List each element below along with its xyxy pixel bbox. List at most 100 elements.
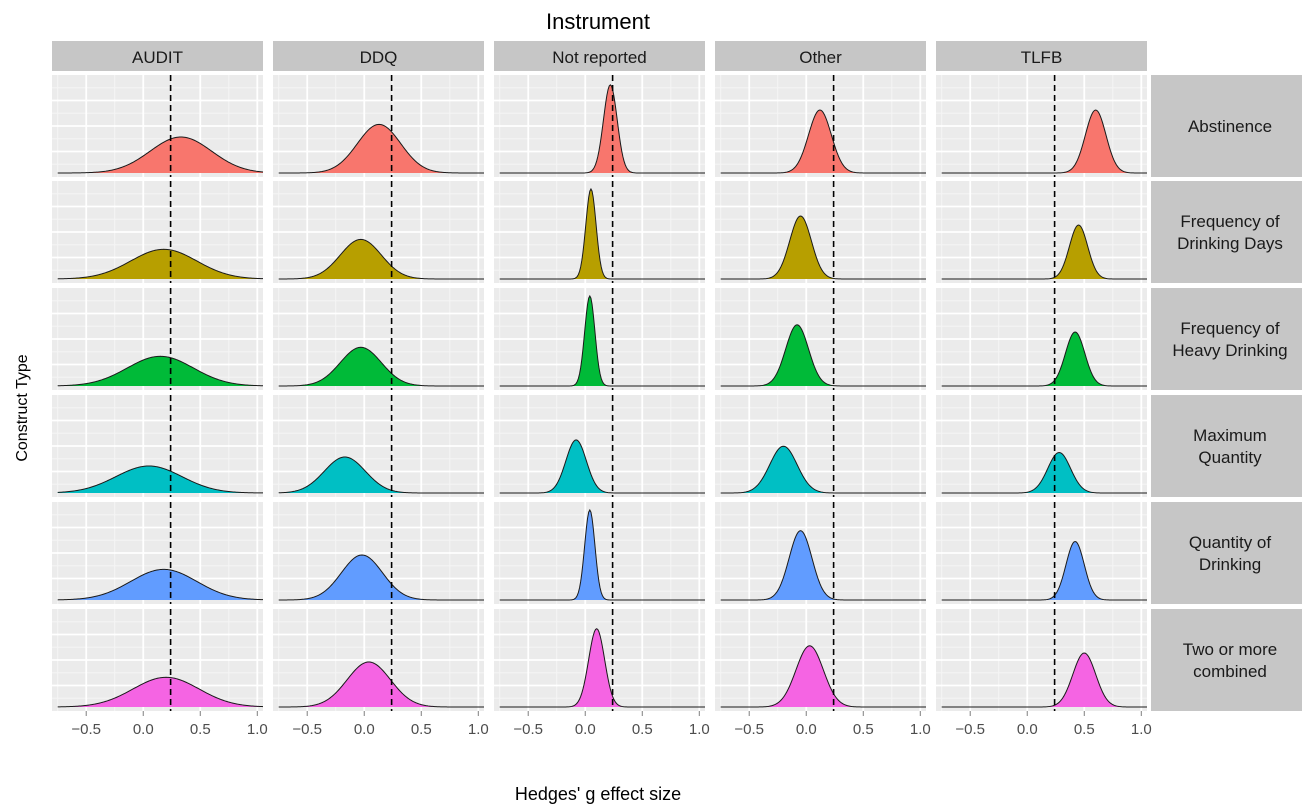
facet-panel [936, 609, 1147, 711]
instrument-label: TLFB [1021, 48, 1063, 67]
density-outline [278, 456, 484, 494]
construct-strip [1151, 288, 1302, 390]
density-area [941, 452, 1147, 493]
facet-panel [494, 181, 705, 283]
x-tick-label: 1.0 [1131, 721, 1152, 738]
facet-panel [715, 288, 926, 390]
facet-panel [52, 288, 264, 390]
construct-strip [1151, 609, 1302, 711]
density-outline [720, 215, 926, 280]
instrument-label: AUDIT [132, 48, 183, 67]
facet-panel [52, 395, 264, 497]
density-outline [278, 661, 484, 708]
x-tick-label: 1.0 [689, 721, 710, 738]
density-area [941, 110, 1147, 173]
construct-label: Drinking [1199, 555, 1261, 574]
facet-panel [494, 288, 705, 390]
facet-panel [52, 502, 264, 604]
facet-panel [273, 502, 484, 604]
construct-strip [1151, 181, 1302, 283]
x-tick-label: −0.5 [734, 721, 764, 738]
density-outline [278, 238, 484, 280]
construct-strip [1151, 395, 1302, 497]
facet-panel [936, 181, 1147, 283]
density-outline [499, 294, 705, 387]
density-outline [57, 355, 264, 387]
construct-label: Quantity [1198, 448, 1262, 467]
facet-panel [273, 181, 484, 283]
construct-label: Heavy Drinking [1172, 341, 1287, 360]
density-outline [278, 123, 484, 174]
construct-label: Two or more [1183, 640, 1277, 659]
density-area [57, 137, 264, 173]
density-outline [941, 109, 1147, 174]
construct-label: combined [1193, 662, 1267, 681]
facet-panel [715, 502, 926, 604]
facet-panel [494, 502, 705, 604]
density-outline [720, 109, 926, 174]
facet-panel [936, 502, 1147, 604]
density-outline [499, 84, 705, 174]
x-tick-label: 0.5 [632, 721, 653, 738]
density-area [57, 466, 264, 493]
density-area [278, 239, 484, 279]
density-area [720, 446, 926, 493]
facet-panel [494, 395, 705, 497]
facet-panel [936, 395, 1147, 497]
density-outline [499, 508, 705, 601]
density-outline [941, 540, 1147, 601]
x-tick-label: 0.0 [796, 721, 817, 738]
facet-panel [273, 395, 484, 497]
x-tick-label: 1.0 [468, 721, 489, 738]
density-outline [57, 248, 264, 280]
instrument-label: Not reported [552, 48, 647, 67]
construct-label: Frequency of [1180, 319, 1279, 338]
construct-label: Drinking Days [1177, 234, 1283, 253]
x-tick-label: 0.5 [190, 721, 211, 738]
facet-panel [273, 288, 484, 390]
x-tick-label: 0.0 [354, 721, 375, 738]
construct-strip [1151, 75, 1302, 177]
facet-panel [52, 609, 264, 711]
density-area [278, 662, 484, 707]
instrument-strip [273, 41, 484, 71]
x-tick-label: 0.0 [133, 721, 154, 738]
density-outline [278, 554, 484, 601]
x-tick-label: 1.0 [247, 721, 268, 738]
chart-title: Instrument [546, 9, 650, 34]
x-tick-label: 0.5 [411, 721, 432, 738]
density-outline [941, 652, 1147, 708]
density-outline [720, 445, 926, 494]
density-outline [941, 451, 1147, 494]
instrument-strip [936, 41, 1147, 71]
construct-label: Abstinence [1188, 117, 1272, 136]
density-outline [720, 645, 926, 708]
x-tick-label: 1.0 [910, 721, 931, 738]
facet-panel [715, 395, 926, 497]
density-area [57, 356, 264, 386]
facet-panel [494, 609, 705, 711]
facet-panel [715, 609, 926, 711]
instrument-strip [494, 41, 705, 71]
x-tick-label: 0.0 [1017, 721, 1038, 738]
density-area [278, 555, 484, 600]
facet-grid: AUDIT DDQ Not reported Other TLFB Abstinence F… [52, 41, 1302, 738]
x-tick-label: 0.5 [1074, 721, 1095, 738]
instrument-strip [52, 41, 263, 71]
density-area [278, 124, 484, 173]
density-outline [720, 324, 926, 387]
density-area [57, 677, 264, 707]
density-outline [941, 224, 1147, 280]
density-outline [57, 568, 264, 601]
facet-panel [715, 181, 926, 283]
density-outline [57, 465, 264, 494]
x-tick-label: −0.5 [955, 721, 985, 738]
construct-label: Frequency of [1180, 212, 1279, 231]
density-area [278, 347, 484, 386]
density-outline [57, 676, 264, 708]
density-outline [499, 628, 705, 708]
construct-label: Maximum [1193, 426, 1267, 445]
facet-panel [273, 75, 484, 177]
instrument-label: Other [799, 48, 842, 67]
density-area [941, 653, 1147, 707]
